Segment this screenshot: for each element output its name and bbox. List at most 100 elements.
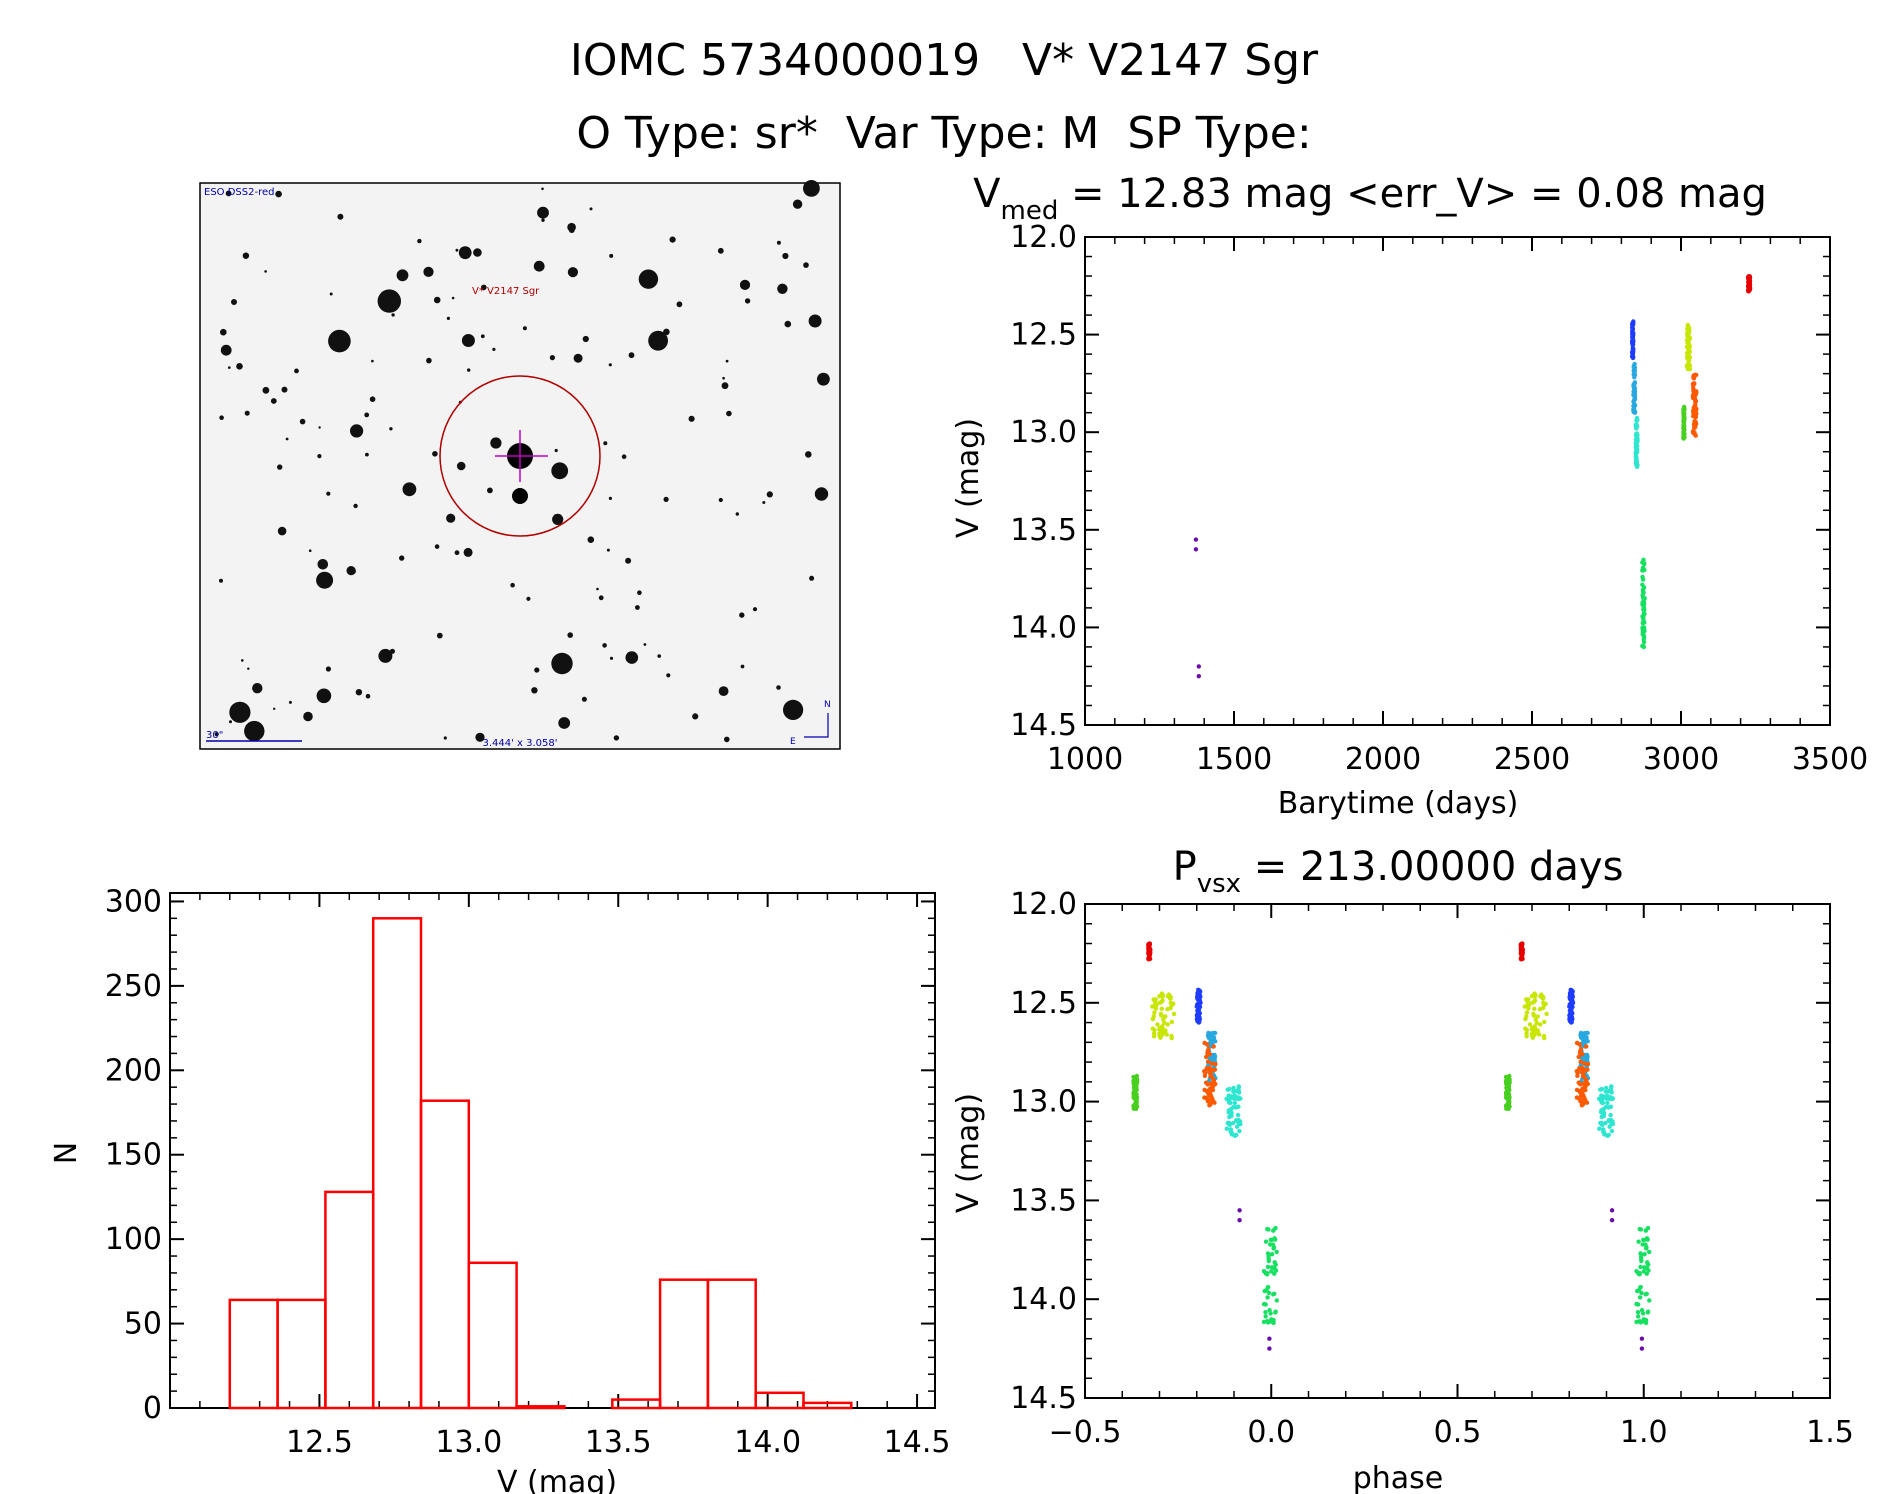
field-star (817, 372, 830, 386)
light-curve-point (1633, 457, 1639, 462)
field-star (308, 549, 312, 552)
phased-point (1609, 1128, 1615, 1134)
field-star (724, 736, 730, 743)
phased-point (1207, 1101, 1212, 1107)
phased-point (1268, 1311, 1273, 1316)
histogram-bar (802, 1401, 853, 1410)
phased-point (1204, 1066, 1210, 1071)
light-curve-title-main: V (973, 171, 1001, 217)
phased-point (1207, 1035, 1212, 1040)
phased-point (1607, 1119, 1613, 1124)
field-star (264, 270, 267, 273)
light-curve-point (1640, 592, 1645, 598)
field-star (481, 284, 487, 291)
histogram-ytick-label: 50 (124, 1307, 162, 1342)
phased-point (1583, 1098, 1588, 1104)
field-star (596, 587, 599, 591)
field-star (377, 289, 401, 313)
light-curve-point (1630, 325, 1635, 331)
phased-point (1230, 1120, 1236, 1126)
phased-point (1237, 1218, 1242, 1223)
field-star (510, 582, 515, 588)
light-curve-point (1692, 425, 1697, 430)
phased-point (1202, 1073, 1208, 1079)
light-curve-point (1685, 356, 1690, 361)
phased-point (1206, 1059, 1211, 1064)
field-star (317, 454, 322, 459)
phased-point (1541, 1033, 1547, 1039)
light-curve-point (1640, 574, 1645, 580)
phased-title-rest: = 213.00000 days (1241, 844, 1623, 890)
phased-point (1577, 1088, 1583, 1094)
phased-point (1206, 1097, 1211, 1103)
phased-point (1202, 1095, 1207, 1100)
field-star (721, 382, 729, 390)
phased-point (1646, 1309, 1651, 1314)
phased-point (1159, 1006, 1165, 1011)
phased-point (1265, 1319, 1271, 1324)
phased-point (1609, 1096, 1615, 1102)
phased-point (1643, 1317, 1649, 1323)
light-curve-ytick-label: 12.5 (1010, 318, 1077, 353)
phased-point (1165, 1007, 1170, 1012)
phased-point (1608, 1104, 1614, 1109)
light-curve-point (1640, 620, 1646, 626)
phased-point (1211, 1044, 1216, 1049)
field-star (277, 464, 283, 470)
phased-point (1231, 1089, 1236, 1094)
phased-point (1272, 1291, 1277, 1297)
histogram-ylabel: N (49, 1142, 84, 1164)
field-star (766, 491, 773, 498)
phased-point (1236, 1084, 1242, 1089)
phased-point (1582, 1061, 1587, 1066)
light-curve-point (1692, 418, 1697, 424)
field-star (587, 536, 595, 543)
light-curve-point (1631, 367, 1637, 373)
field-star (219, 578, 223, 583)
phased-point (1226, 1093, 1232, 1098)
field-star (541, 218, 545, 222)
field-star (325, 666, 331, 672)
phased-point (1160, 994, 1165, 999)
field-star (608, 496, 613, 500)
phased-point (1634, 1269, 1639, 1274)
field-star (355, 689, 363, 696)
phased-point (1225, 1120, 1231, 1126)
phased-point (1639, 1258, 1644, 1264)
field-star (446, 316, 450, 320)
phased-ytick-label: 12.0 (1010, 887, 1077, 922)
phased-point (1160, 1025, 1165, 1031)
histogram-xtick-label: 13.5 (585, 1425, 652, 1460)
field-star (512, 488, 528, 504)
field-star (475, 732, 485, 742)
light-curve-xtick-label: 1500 (1196, 742, 1272, 777)
phased-point (1638, 1251, 1643, 1256)
light-curve-title: Vmed = 12.83 mag <err_V> = 0.08 mag (973, 171, 1767, 226)
histogram-bar (276, 1298, 327, 1410)
phased-point (1146, 947, 1152, 952)
field-star (552, 513, 564, 526)
field-star (236, 363, 243, 370)
phased-point (1576, 1054, 1581, 1060)
field-star (526, 596, 531, 601)
light-curve-point (1642, 596, 1647, 601)
phased-point (1264, 1272, 1270, 1277)
phased-point (1151, 1034, 1157, 1039)
scale-label: 30" (206, 730, 223, 741)
phased-point (1235, 1119, 1240, 1124)
phased-point (1151, 1014, 1157, 1019)
light-curve-point (1694, 390, 1699, 395)
phased-point (1167, 996, 1173, 1001)
field-star (625, 557, 632, 564)
field-star (316, 571, 334, 589)
field-star (783, 699, 804, 721)
phased-point (1272, 1271, 1277, 1276)
target-label: V* V2147 Sgr (472, 286, 540, 297)
field-star (492, 347, 496, 351)
field-star (389, 427, 393, 431)
phased-point (1609, 1218, 1615, 1223)
field-star (490, 437, 502, 449)
phased-point (1635, 1310, 1641, 1315)
phased-point (1634, 1301, 1639, 1307)
